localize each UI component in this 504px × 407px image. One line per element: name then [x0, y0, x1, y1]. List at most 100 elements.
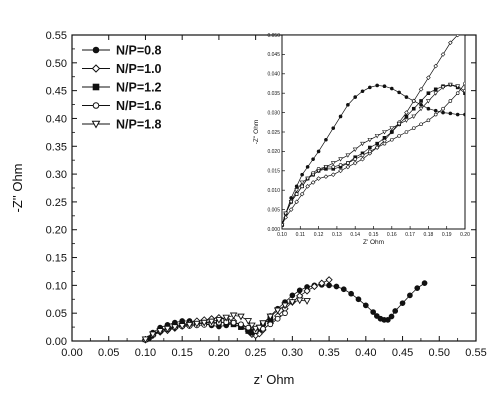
inset-data-point	[299, 191, 305, 197]
data-point	[207, 318, 216, 326]
data-point	[185, 322, 194, 329]
inset-data-point	[345, 164, 351, 170]
inset-data-point	[433, 87, 438, 92]
inset-data-point	[463, 91, 465, 95]
inset-data-point	[345, 153, 351, 158]
x-axis-title: z' Ohm	[254, 372, 295, 387]
data-point	[392, 308, 399, 314]
inset-data-point	[389, 137, 394, 142]
y-tick-label: 0.30	[46, 169, 67, 181]
x-tick-label: 0.50	[429, 347, 450, 359]
inset-data-point	[294, 188, 300, 193]
legend-entry: N/P=1.6	[116, 99, 162, 113]
inset-data-point	[462, 89, 465, 94]
inset-data-point	[455, 91, 460, 95]
inset-data-point	[294, 184, 299, 189]
data-point	[421, 280, 428, 286]
inset-x-tick-label: 0.20	[460, 232, 470, 238]
data-point	[282, 310, 288, 317]
inset-data-point	[411, 114, 417, 119]
data-point	[399, 300, 406, 307]
inset-data-point	[352, 147, 358, 152]
inset-data-point	[447, 82, 453, 88]
data-point	[222, 314, 231, 322]
inset-data-point	[346, 161, 350, 165]
inset-data-point	[368, 145, 372, 150]
inset-data-point	[382, 84, 387, 89]
inset-data-point	[426, 118, 431, 123]
inset-data-point	[440, 85, 446, 90]
inset-x-tick-label: 0.16	[387, 232, 397, 238]
data-point	[266, 313, 275, 321]
inset-data-point	[300, 172, 304, 177]
inset-plot: 0.10 0.11 0.12 0.13 0.14 0.15 0.16 0.17 0.18 0.19…	[253, 33, 470, 246]
inset-data-point	[324, 137, 328, 142]
inset-data-point	[411, 98, 417, 104]
data-point	[340, 286, 347, 293]
inset-data-point	[418, 106, 424, 112]
inset-y-axis-title: -Z'' Ohm	[253, 120, 260, 145]
data-point	[373, 313, 380, 319]
inset-data-point	[419, 103, 423, 107]
inset-y-tick-label: 0.005	[267, 207, 280, 213]
inset-x-tick-label: 0.10	[277, 232, 287, 238]
inset-data-point	[368, 85, 372, 90]
inset-data-point	[331, 165, 336, 169]
data-point	[273, 307, 282, 315]
inset-data-point	[282, 223, 285, 228]
legend: N/P=0.8 N/P=1.0 N/P=1.2 N/P=1.6 N/P=1.8	[82, 44, 162, 132]
legend-entry: N/P=0.8	[116, 44, 162, 58]
data-point	[156, 328, 164, 335]
data-point	[215, 317, 223, 324]
data-point	[141, 336, 150, 344]
y-tick-label: 0.25	[46, 197, 67, 209]
inset-data-point	[382, 136, 387, 140]
x-tick-label: 0.15	[171, 347, 192, 359]
data-point	[407, 292, 413, 299]
inset-data-point	[448, 99, 453, 103]
data-point	[333, 283, 340, 290]
inset-y-tick-label: 0.000	[267, 227, 280, 233]
inset-x-tick-label: 0.11	[296, 232, 306, 238]
data-point	[251, 325, 260, 333]
y-tick-label: 0.10	[46, 280, 67, 292]
inset-x-tick-label: 0.14	[350, 232, 360, 238]
series-5	[141, 297, 311, 344]
inset-data-point	[338, 157, 343, 162]
x-tick-label: 0.00	[61, 347, 82, 359]
inset-data-point	[455, 35, 460, 38]
inset-x-tick-label: 0.15	[369, 232, 379, 238]
inset-data-point	[389, 86, 394, 91]
legend-marker	[92, 83, 100, 91]
inset-data-point	[404, 114, 409, 119]
inset-data-point	[305, 165, 310, 169]
data-point	[200, 319, 208, 327]
inset-data-point	[389, 126, 395, 131]
inset-data-point	[441, 110, 445, 115]
data-point	[259, 320, 267, 328]
data-point	[325, 276, 333, 284]
data-point	[289, 292, 296, 299]
data-point	[149, 331, 157, 339]
inset-data-point	[338, 114, 343, 119]
data-point	[388, 313, 395, 320]
inset-y-tick-label: 0.045	[267, 52, 280, 58]
inset-data-point	[448, 40, 453, 46]
inset-data-point	[283, 211, 289, 216]
inset-data-point	[382, 130, 387, 135]
inset-y-tick-label: 0.040	[267, 72, 280, 78]
inset-data-point	[360, 141, 365, 147]
inset-data-point	[397, 134, 401, 138]
inset-data-point	[323, 165, 329, 170]
x-tick-label: 0.40	[355, 347, 376, 359]
x-tick-label: 0.30	[282, 347, 303, 359]
inset-data-point	[310, 180, 316, 185]
legend-entry: N/P=1.8	[116, 118, 162, 132]
inset-data-point	[294, 199, 299, 205]
data-point	[237, 313, 245, 321]
data-point	[178, 323, 186, 330]
legend-marker	[92, 102, 100, 109]
y-tick-label: 0.15	[46, 253, 67, 265]
